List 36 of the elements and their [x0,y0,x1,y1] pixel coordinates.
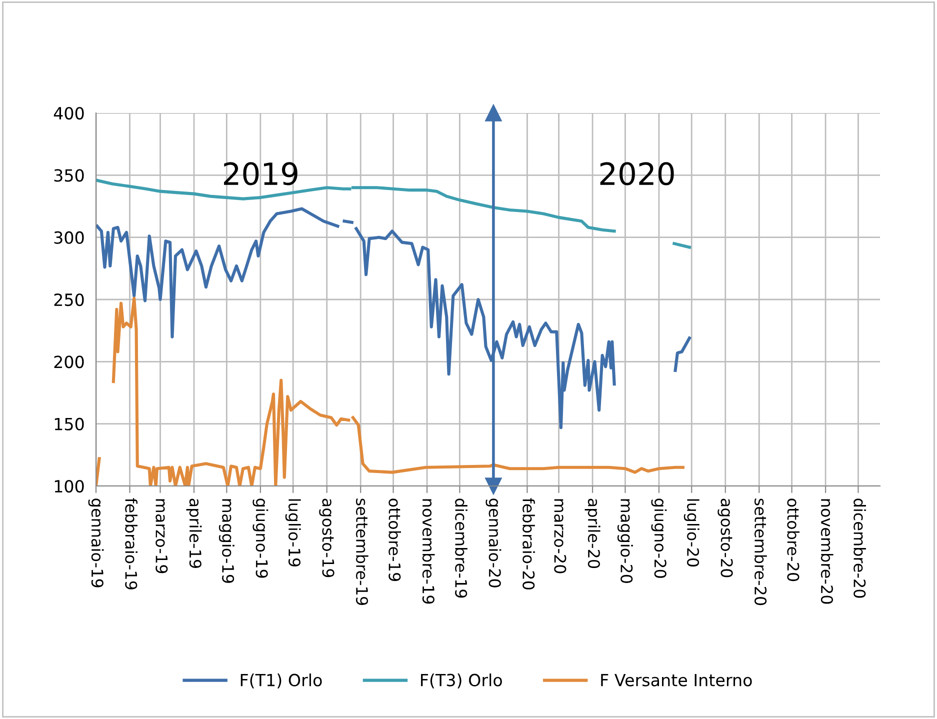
y-tick-label: 250 [54,293,84,306]
x-tick-label: luglio-20 [684,499,700,566]
x-tick-label: aprile-19 [186,498,202,568]
x-tick-label: agosto-20 [718,498,733,578]
x-tick-label: giugno-20 [651,498,667,578]
legend-label: F(T3) Orlo [421,673,502,688]
y-tick-label: 400 [54,106,84,120]
y-tick-label: 300 [54,231,84,244]
x-tick-label: giugno-19 [252,498,268,578]
x-tick-label: marzo-19 [156,499,168,574]
x-tick-label: aprile-20 [584,498,600,568]
x-tick-label: novembre-19 [422,499,435,604]
x-tick-label: maggio-19 [218,499,234,583]
x-tick-label: ottobre-19 [388,498,401,582]
y-tick-label: 150 [54,418,84,430]
annotation: 2019 [224,162,298,186]
x-tick-label: dicembre-20 [854,498,866,598]
x-tick-label: novembre-20 [820,499,834,604]
x-tick-label: luglio-19 [285,499,301,566]
x-tick-label: agosto-19 [319,498,334,578]
x-tick-label: settembre-20 [754,498,767,606]
x-tick-label: marzo-20 [554,499,566,574]
x-tick-label: gennaio-19 [88,498,104,588]
y-tick-label: 100 [54,480,84,493]
annotation: 2020 [600,162,674,186]
y-tick-label: 350 [54,169,84,182]
x-tick-label: dicembre-19 [455,498,468,598]
x-tick-label: febbraio-20 [522,498,535,590]
x-tick-label: maggio-20 [617,499,633,583]
legend-label: F(T1) Orlo [240,673,322,688]
y-tick-label: 200 [54,356,84,368]
x-tick-label: febbraio-19 [125,498,138,590]
x-tick-label: gennaio-20 [486,498,502,588]
legend-label: F Versante Interno [601,674,752,686]
x-tick-label: ottobre-20 [787,498,800,582]
x-tick-label: settembre-19 [356,498,368,605]
